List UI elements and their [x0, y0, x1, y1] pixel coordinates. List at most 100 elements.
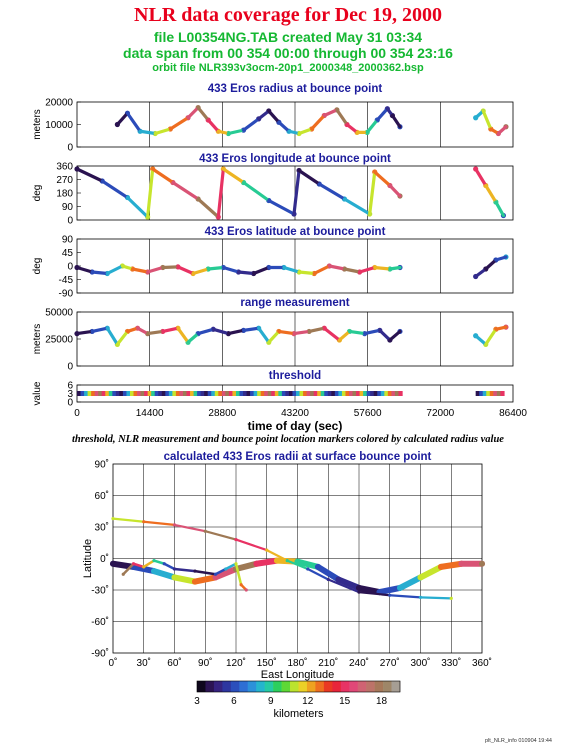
threshold-point	[296, 391, 301, 396]
map-title: calculated 433 Eros radii at surface bou…	[164, 451, 432, 463]
threshold-point	[182, 391, 188, 396]
map-x-tick-label: 120˚	[226, 657, 246, 669]
data-trace	[257, 109, 271, 121]
threshold-point	[197, 391, 202, 396]
threshold-point	[211, 391, 216, 396]
y-tick-label: 0	[67, 143, 73, 154]
threshold-point	[334, 391, 340, 396]
threshold-point	[257, 391, 262, 396]
map-point	[131, 562, 136, 566]
threshold-point	[243, 391, 248, 396]
data-trace	[90, 326, 109, 334]
data-trace	[105, 326, 119, 346]
data-trace	[388, 183, 402, 198]
data-trace	[216, 129, 230, 136]
colorbar-swatch	[383, 681, 392, 692]
data-trace	[484, 258, 498, 271]
map-point	[306, 567, 310, 571]
data-trace	[115, 111, 130, 127]
data-trace	[375, 107, 389, 122]
map-trace	[357, 590, 391, 597]
y-tick-label: 3	[67, 389, 73, 400]
x-tick-label: 28800	[208, 408, 236, 419]
map-point	[234, 538, 238, 542]
data-trace	[216, 167, 225, 219]
threshold-point	[271, 391, 276, 396]
data-trace	[345, 122, 359, 134]
colorbar-swatch	[391, 681, 401, 692]
colorbar-swatch	[306, 681, 316, 692]
data-trace	[494, 200, 506, 218]
colorbar-swatch	[213, 681, 223, 692]
data-trace	[75, 265, 94, 274]
data-trace	[297, 168, 321, 186]
colorbar-swatch	[357, 681, 367, 692]
threshold-point	[105, 391, 110, 396]
data-trace	[481, 109, 493, 131]
threshold-point	[235, 391, 241, 396]
threshold-point	[359, 391, 364, 396]
data-trace	[75, 167, 104, 183]
map-y-tick-label: -60˚	[91, 616, 109, 628]
map-trace	[214, 567, 227, 576]
map-point	[479, 560, 485, 567]
data-trace	[474, 267, 488, 279]
threshold-point	[207, 391, 212, 396]
y-tick-label: 180	[56, 189, 73, 200]
threshold-point	[324, 391, 329, 396]
data-trace	[292, 329, 311, 336]
map-point	[335, 576, 342, 583]
map-trace	[315, 563, 342, 583]
data-trace	[342, 197, 372, 216]
data-trace	[368, 170, 377, 216]
threshold-point	[84, 391, 89, 396]
data-trace	[211, 327, 230, 336]
data-trace	[100, 179, 130, 200]
threshold-point	[239, 391, 244, 396]
threshold-point	[94, 391, 99, 396]
threshold-point	[98, 391, 103, 396]
data-trace	[120, 264, 135, 271]
colorbar-label: kilometers	[273, 708, 324, 720]
threshold-point	[327, 391, 333, 396]
map-trace	[193, 569, 217, 576]
map-point	[152, 559, 156, 563]
threshold-point	[158, 391, 163, 396]
map-x-tick-label: 30˚	[137, 657, 151, 669]
panel-title: range measurement	[240, 297, 349, 309]
colorbar-swatch	[298, 681, 308, 692]
footer-stamp: plt_NLR_info 010904 19:44	[485, 738, 552, 744]
data-trace	[226, 128, 246, 136]
data-trace	[151, 167, 175, 185]
map-trace	[294, 558, 321, 570]
threshold-point	[313, 391, 318, 396]
map-point	[239, 583, 243, 587]
map-point	[285, 559, 289, 563]
threshold-point	[486, 391, 491, 396]
threshold-point	[366, 391, 371, 396]
data-trace	[292, 168, 301, 216]
map-y-tick-label: 0˚	[100, 553, 109, 565]
threshold-point	[133, 391, 138, 396]
data-trace	[161, 265, 180, 270]
threshold-point	[253, 391, 258, 396]
threshold-point	[363, 391, 368, 396]
map-point	[449, 596, 453, 601]
data-trace	[267, 329, 281, 344]
data-trace	[474, 334, 488, 346]
data-trace	[357, 265, 377, 274]
y-axis-label: meters	[32, 324, 43, 355]
threshold-point	[190, 391, 195, 396]
threshold-point	[341, 391, 347, 396]
y-tick-label: 50000	[45, 308, 73, 319]
threshold-point	[186, 391, 191, 396]
data-trace	[494, 325, 508, 331]
data-trace	[186, 106, 200, 120]
threshold-point	[140, 391, 145, 396]
map-point	[253, 560, 260, 567]
y-tick-label: 270	[56, 175, 73, 186]
threshold-point	[320, 391, 325, 396]
threshold-point	[475, 391, 480, 396]
threshold-point	[204, 391, 209, 396]
